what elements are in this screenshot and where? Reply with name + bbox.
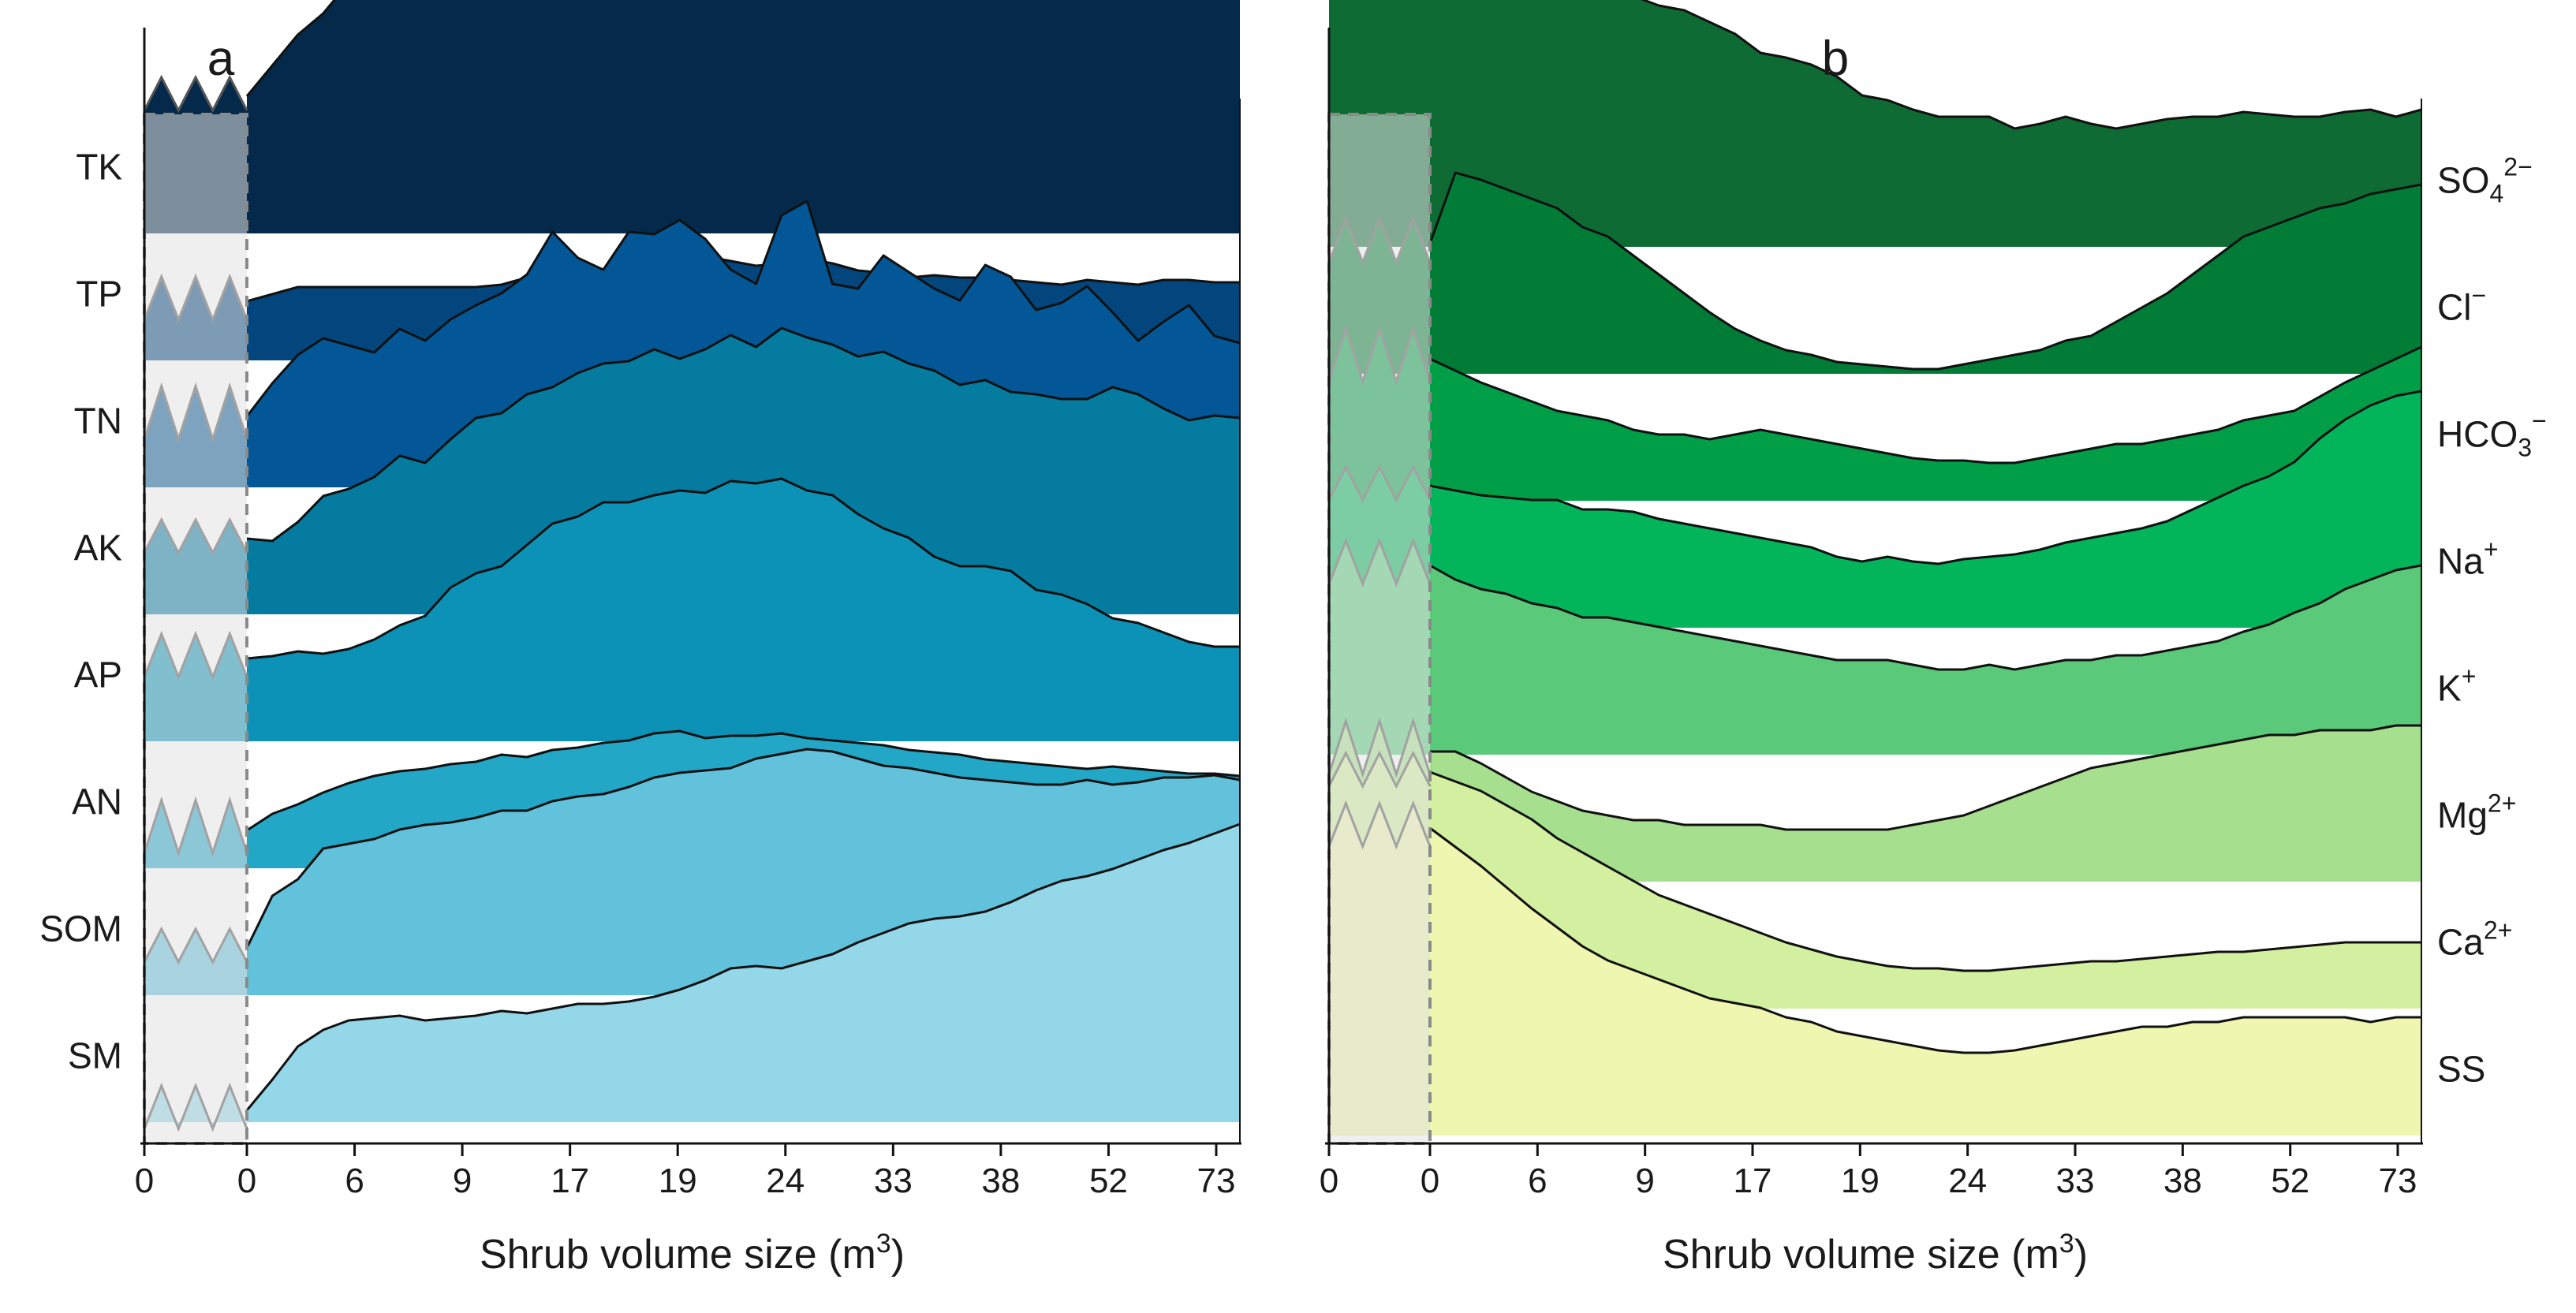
area-AK [144,328,1240,614]
ridge-label: TK [76,146,122,187]
x-tick-label: 0 [1320,1162,1338,1200]
ridge-label: TN [74,400,122,441]
line-TP [246,255,1240,303]
x-tick-label: 52 [1089,1162,1128,1200]
ridge-label: AP [74,654,122,695]
panel-label: b [1822,32,1849,86]
panel-label: a [207,32,235,86]
x-tick-label: 38 [2163,1162,2202,1200]
line-Cl− [1428,171,2422,371]
x-tick-label: 19 [1841,1162,1880,1200]
x-tick-label: 9 [453,1162,472,1200]
control-box [1327,113,1432,1145]
area-SO4 2− [1329,0,2421,247]
ridge-label: SOM [39,908,122,949]
x-tick-label: 19 [659,1162,697,1200]
ridge-label: Ca2+ [2437,916,2512,962]
ridge-label: TP [76,273,122,314]
area-Ca2+ [1329,753,2421,1009]
x-tick-label: 0 [237,1162,256,1200]
ridge-label: Mg2+ [2437,789,2516,835]
line-SS [1429,826,2421,1054]
x-tick-label: 73 [1197,1162,1236,1200]
x-tick-label: 24 [766,1162,805,1200]
line-Na+ [1429,390,2422,565]
panel-b: SO42− Cl− HCO3− Na+ K+ Mg2+ Ca2+ SS 0 0 6 9 17 19 24 33… [1320,0,2547,1278]
area-Na+ [1329,391,2421,628]
line-Mg2+ [1430,724,2421,831]
line-Ca2+ [1429,770,2421,972]
x-tick-label: 73 [2379,1162,2417,1200]
area-SS [1329,803,2421,1136]
line-SOM [245,748,1241,949]
ridge-label: SS [2437,1048,2485,1089]
x-tick-label: 33 [2056,1162,2095,1200]
x-tick-label: 17 [1734,1162,1772,1200]
ridge-label: Na+ [2437,535,2499,581]
area-AP [144,479,1240,741]
x-tick-label: 6 [345,1162,364,1200]
area-Mg2+ [1329,721,2421,882]
ridge-label: SO42− [2437,152,2533,207]
ridge-label: K+ [2437,662,2476,708]
line-K+ [1429,564,2422,671]
control-box [143,113,248,1145]
area-Cl− [1329,173,2421,374]
ridge-label: SM [68,1035,122,1076]
x-tick-label: 24 [1948,1162,1987,1200]
x-tick-label: 17 [551,1162,589,1200]
area-TK [144,0,1240,233]
x-tick-label: 38 [981,1162,1020,1200]
x-axis-label: Shrub volume size (m3) [1663,1229,2088,1278]
ridge-tk [143,0,1240,233]
line-SM [245,822,1241,1111]
x-tick-label: 0 [135,1162,154,1200]
ridge-label: AN [72,781,122,822]
area-K+ [1329,540,2421,755]
line-SO4 2− [1640,0,2422,130]
area-SM [144,824,1240,1129]
ridge-so4 [1329,0,2422,247]
line-AK [246,326,1241,543]
line-AP [246,477,1240,660]
ridge-label: AK [74,527,123,568]
x-tick-label: 33 [874,1162,913,1200]
x-tick-label: 0 [1421,1162,1439,1200]
panel-a: TK TP TN AK AP AN SOM SM 0 0 6 9 17 19 24 33 38 52 73 Shrub… [39,0,1241,1278]
area-HCO3− [1329,328,2421,501]
line-TN [245,200,1241,417]
x-tick-label: 9 [1635,1162,1654,1200]
ridge-label: Cl− [2437,281,2486,327]
ridge-label: HCO3− [2437,406,2547,461]
x-tick-label: 6 [1528,1162,1547,1200]
line-AN [246,729,1241,832]
line-HCO3− [1429,345,2422,464]
x-axis-label: Shrub volume size (m3) [480,1229,905,1278]
x-tick-label: 52 [2271,1162,2309,1200]
control-line-TK [143,74,248,114]
